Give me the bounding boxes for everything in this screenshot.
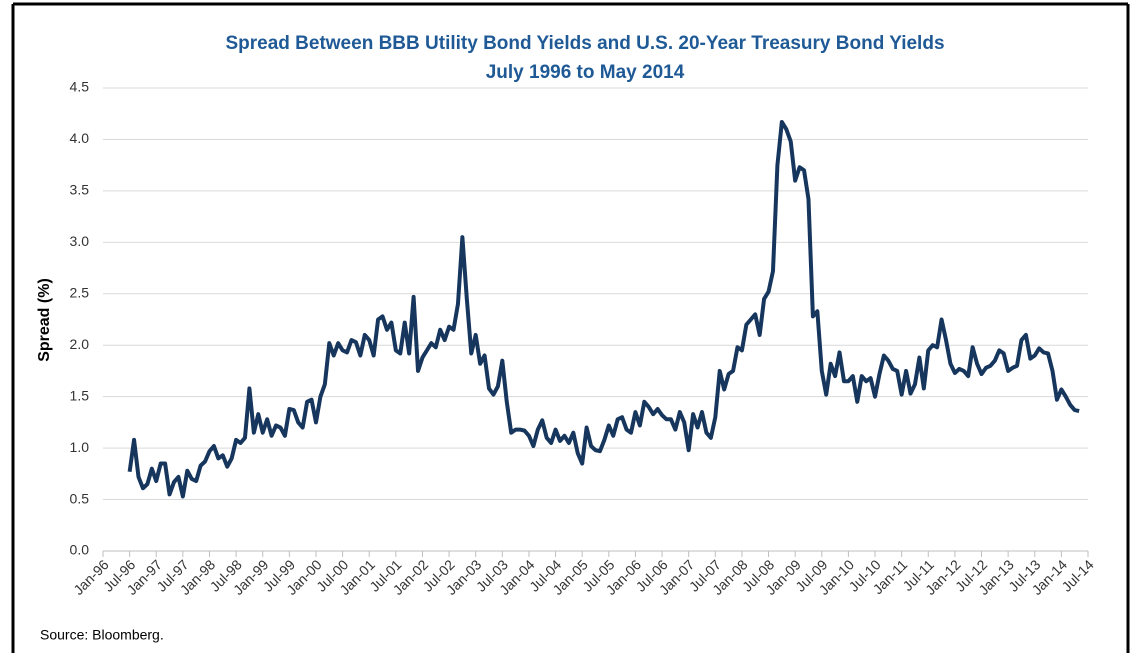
chart-subtitle: July 1996 to May 2014: [486, 62, 685, 83]
y-tick-label: 0.5: [70, 490, 90, 506]
y-tick-label: 4.5: [70, 79, 90, 95]
chart-title: Spread Between BBB Utility Bond Yields a…: [225, 33, 944, 54]
y-tick-label: 0.0: [70, 542, 90, 558]
source-note: Source: Bloomberg.: [40, 627, 164, 643]
y-tick-label: 4.0: [70, 130, 90, 146]
y-tick-label: 2.5: [70, 284, 90, 300]
spread-line: [127, 119, 1080, 499]
y-tick-label: 1.5: [70, 387, 90, 403]
y-axis-label: Spread (%): [36, 278, 53, 362]
y-tick-label: 3.5: [70, 182, 90, 198]
y-tick-label: 1.0: [70, 439, 90, 455]
y-tick-label: 3.0: [70, 233, 90, 249]
y-tick-label: 2.0: [70, 336, 90, 352]
